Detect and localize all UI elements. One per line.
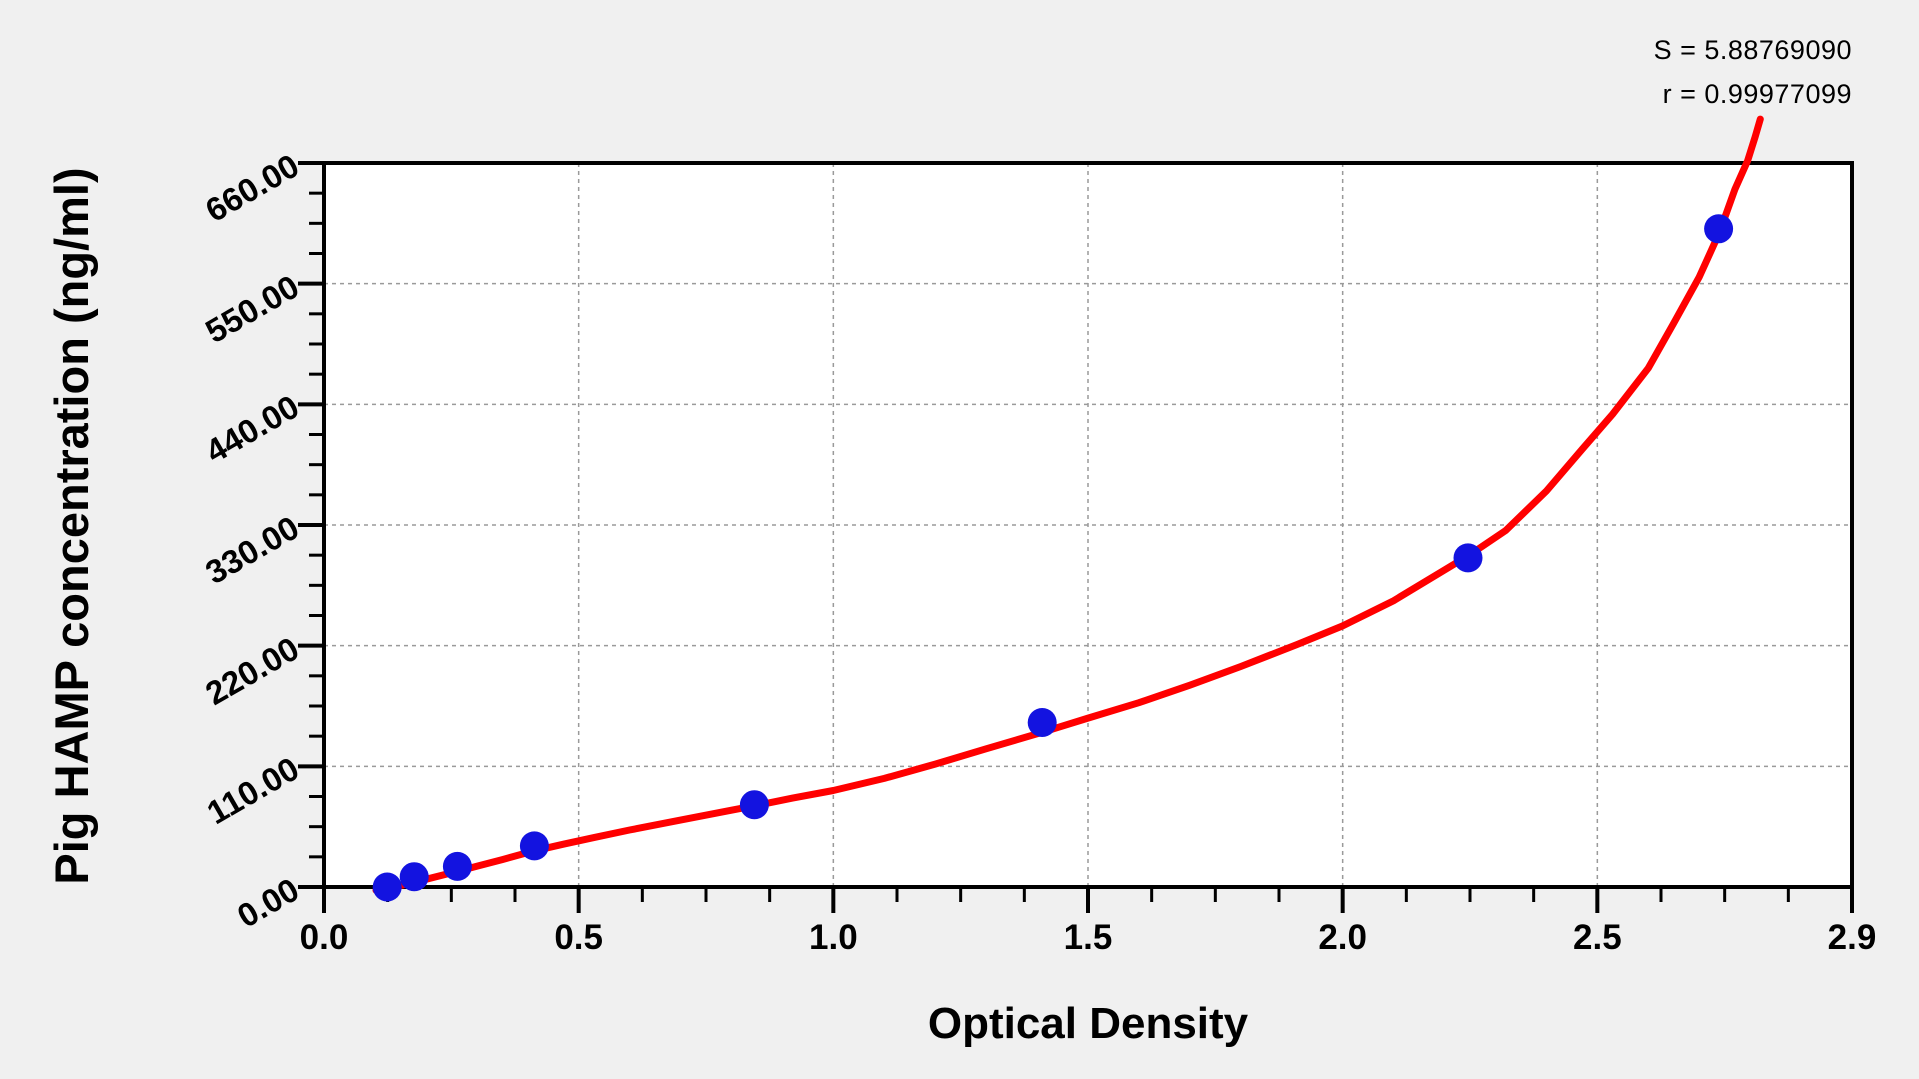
data-point [372,872,402,902]
stat-s-value: S = 5.88769090 [1653,35,1852,65]
x-tick-label: 1.5 [1063,918,1113,957]
x-tick-label: 1.0 [809,918,858,957]
data-point [519,831,549,861]
data-point [399,862,429,892]
x-tick-label: 0.0 [299,918,349,957]
plot-frame [322,161,1854,889]
data-point [442,851,472,881]
x-tick-label: 2.0 [1318,918,1367,957]
data-point [1453,543,1483,573]
x-tick-label: 0.5 [554,918,603,957]
stat-r-value: r = 0.99977099 [1662,79,1852,109]
data-point [1704,214,1734,244]
fit-statistics: S = 5.88769090 r = 0.99977099 [1654,28,1852,116]
x-tick-label: 2.5 [1573,918,1622,957]
data-point [1027,708,1057,737]
data-point [739,790,769,820]
x-tick-label: 2.9 [1827,918,1877,957]
x-axis-title: Optical Density [927,999,1249,1048]
